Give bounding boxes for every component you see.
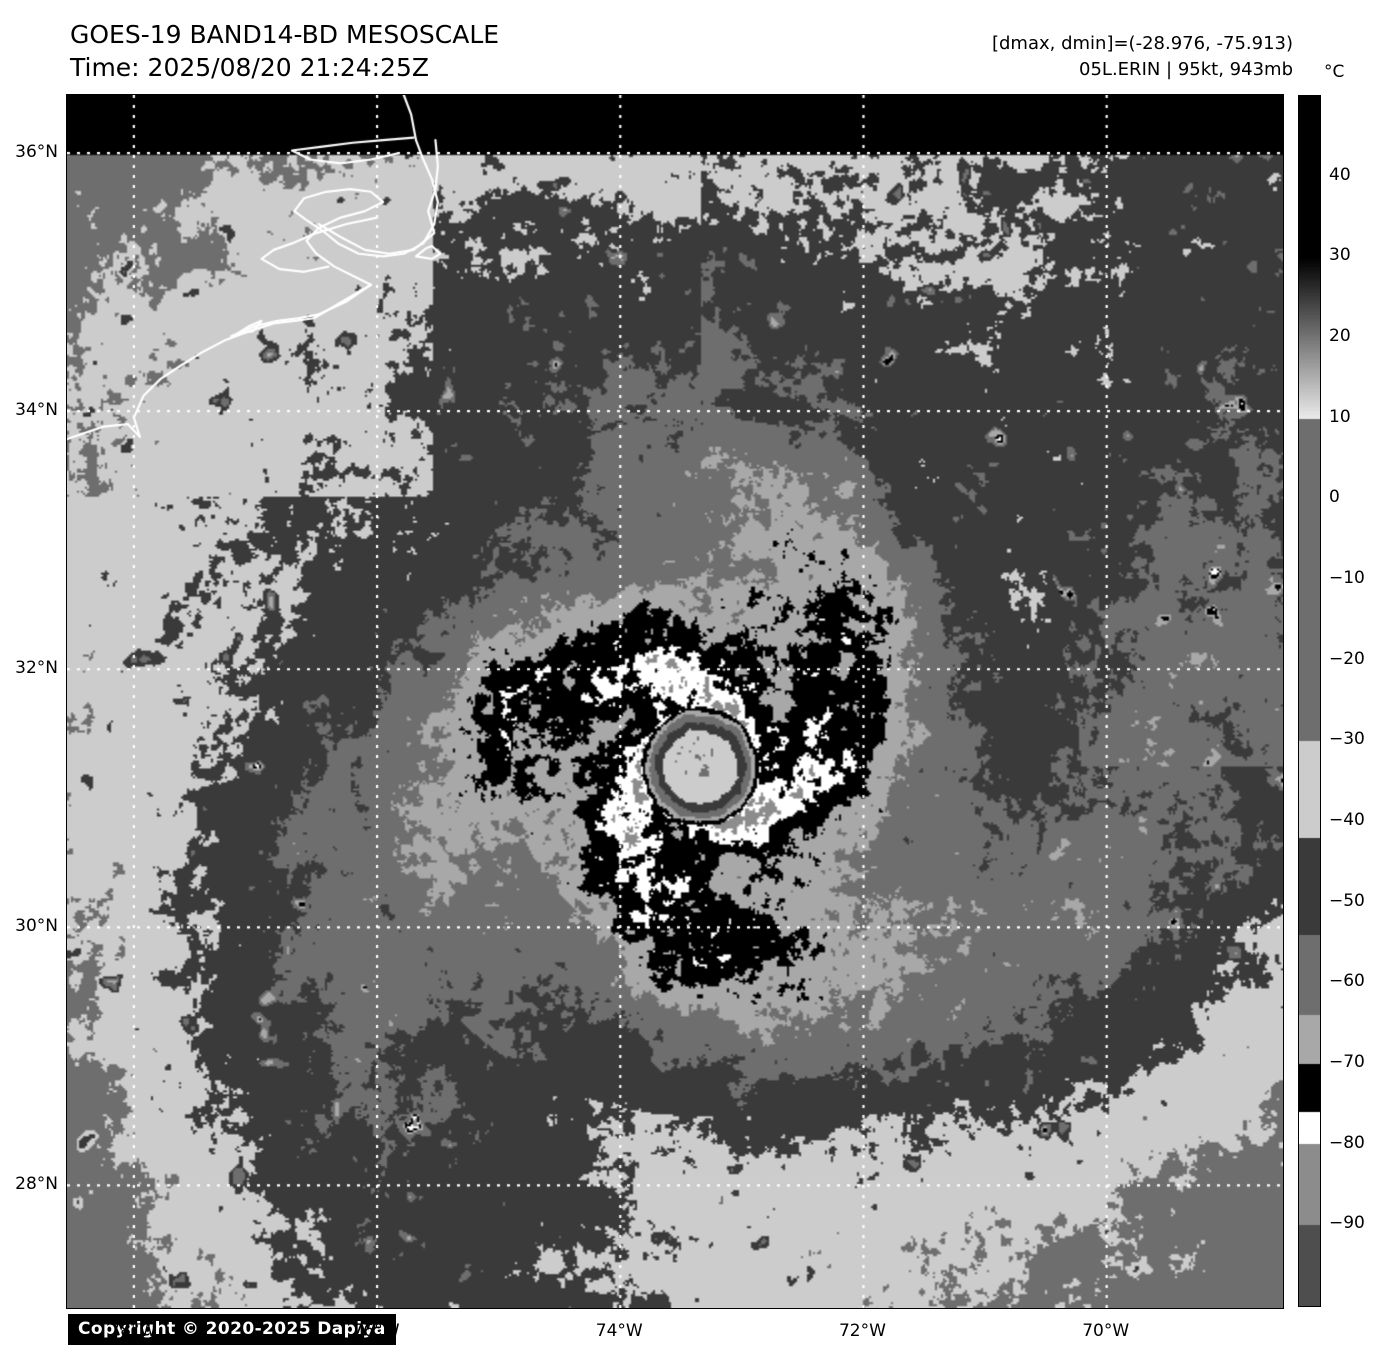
satellite-image-plot xyxy=(66,94,1284,1309)
lat-tick-36°N: 36°N xyxy=(15,142,58,163)
colorbar-tick--80: −80 xyxy=(1329,1132,1365,1153)
lat-tick-32°N: 32°N xyxy=(15,658,58,679)
timestamp-label: Time: 2025/08/20 21:24:25Z xyxy=(70,53,429,82)
lon-tick-76°W: 76°W xyxy=(352,1321,400,1341)
lon-tick-72°W: 72°W xyxy=(838,1321,886,1341)
copyright-badge: Copyright © 2020-2025 Dapiya xyxy=(68,1314,396,1345)
colorbar-tick--40: −40 xyxy=(1329,810,1365,830)
colorbar-tick--50: −50 xyxy=(1329,890,1365,911)
colorbar-tick--20: −20 xyxy=(1329,648,1365,669)
lat-tick-34°N: 34°N xyxy=(15,400,58,421)
metadata-block: [dmax, dmin]=(-28.976, -75.913) 05L.ERIN… xyxy=(992,31,1293,83)
colorbar-tick-10: 10 xyxy=(1329,406,1351,427)
colorbar-tick-0: 0 xyxy=(1329,487,1340,508)
lat-tick-28°N: 28°N xyxy=(15,1174,58,1195)
colorbar-tick--60: −60 xyxy=(1329,971,1365,992)
dmax-dmin-label: [dmax, dmin]=(-28.976, -75.913) xyxy=(991,33,1293,54)
colorbar-tick-30: 30 xyxy=(1329,245,1351,266)
lon-tick-78°W: 78°W xyxy=(109,1321,157,1341)
colorbar-gradient xyxy=(1299,96,1320,1306)
map-overlay-gridlines-coastline xyxy=(67,95,1283,1308)
page-title: GOES-19 BAND14-BD MESOSCALE xyxy=(70,20,500,49)
colorbar xyxy=(1298,95,1321,1307)
colorbar-tick--70: −70 xyxy=(1329,1052,1365,1072)
lon-tick-74°W: 74°W xyxy=(595,1321,643,1341)
colorbar-tick-40: 40 xyxy=(1329,164,1351,185)
storm-info-label: 05L.ERIN | 95kt, 943mb xyxy=(1079,59,1293,80)
colorbar-tick--10: −10 xyxy=(1329,568,1365,588)
title-block: GOES-19 BAND14-BD MESOSCALE Time: 2025/0… xyxy=(70,18,499,84)
colorbar-tick-20: 20 xyxy=(1329,326,1351,346)
lat-tick-30°N: 30°N xyxy=(15,916,58,937)
colorbar-unit-label: °C xyxy=(1324,62,1345,82)
lon-tick-70°W: 70°W xyxy=(1082,1321,1130,1341)
colorbar-tick--90: −90 xyxy=(1329,1213,1365,1234)
colorbar-tick--30: −30 xyxy=(1329,729,1365,750)
